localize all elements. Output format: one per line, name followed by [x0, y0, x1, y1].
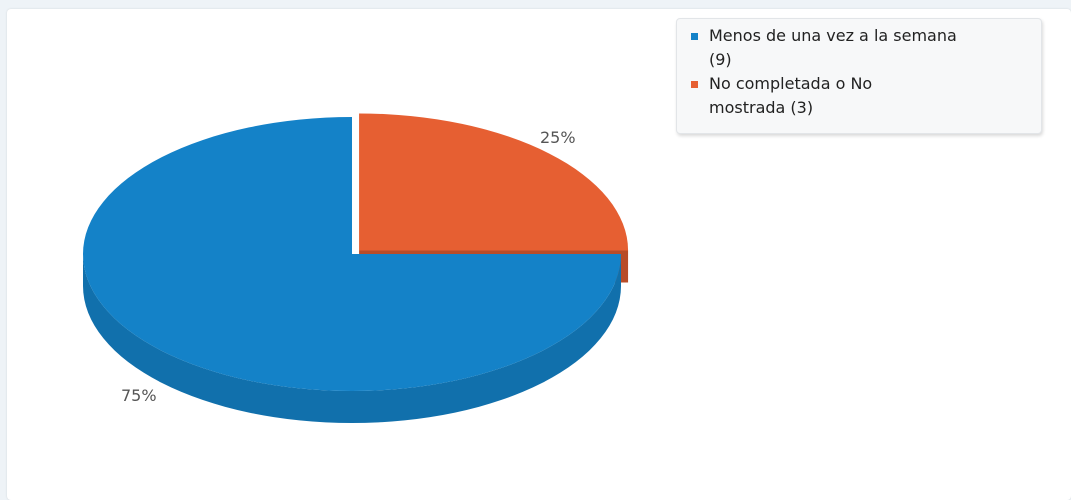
slice-percent-label-menos: 75%: [121, 386, 157, 405]
legend-label-line1: No completada o No: [709, 74, 873, 93]
legend-item-menos[interactable]: Menos de una vez a la semana (9): [691, 24, 1031, 72]
legend-label-line2: mostrada (3): [709, 98, 814, 117]
legend-swatch-orange: [691, 81, 698, 88]
slice-percent-label-no-completada: 25%: [540, 128, 576, 147]
legend-label-line1: Menos de una vez a la semana: [709, 26, 957, 45]
slice-menos-top: [83, 117, 621, 391]
legend-label-line2: (9): [709, 50, 732, 69]
slice-no-completada-top: [359, 113, 629, 251]
legend-swatch-blue: [691, 33, 698, 40]
slice-menos-side: [83, 254, 621, 423]
chart-legend: Menos de una vez a la semana (9) No comp…: [676, 18, 1042, 134]
legend-item-no-completada[interactable]: No completada o No mostrada (3): [691, 72, 1031, 120]
